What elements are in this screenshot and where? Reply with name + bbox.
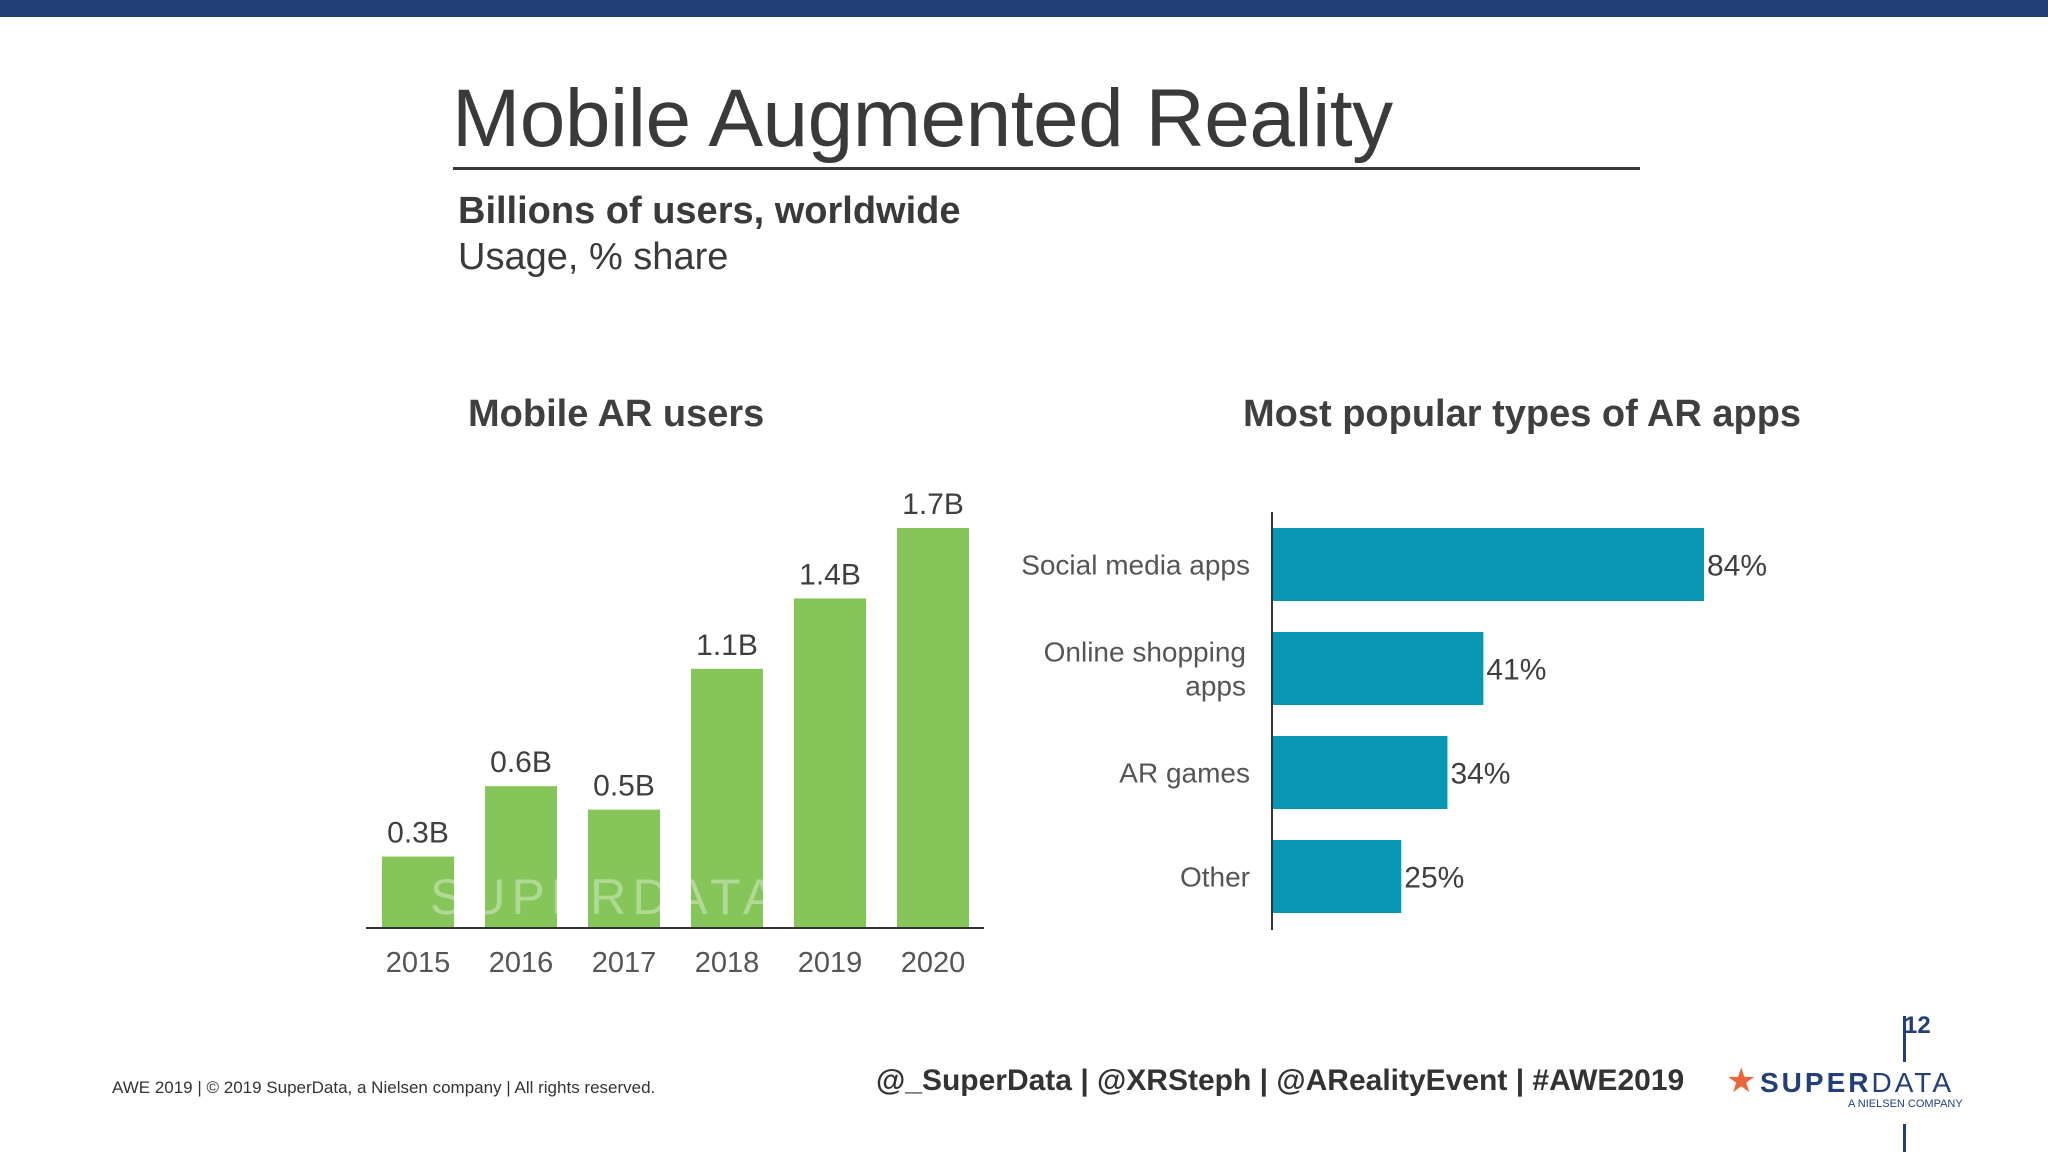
users-bar — [897, 528, 969, 927]
users-bar — [382, 856, 454, 927]
users-bar — [588, 809, 660, 927]
apps-bar — [1273, 840, 1402, 913]
users-bar-value-label: 0.3B — [387, 817, 449, 850]
users-bar — [691, 668, 763, 927]
copyright-text: AWE 2019 | © 2019 SuperData, a Nielsen c… — [112, 1078, 656, 1097]
apps-category-label: Online shopping apps — [1044, 637, 1246, 702]
apps-bar — [1273, 736, 1448, 809]
header-bar — [0, 0, 2048, 17]
users-bar-value-label: 0.6B — [490, 746, 552, 779]
apps-chart-title: Most popular types of AR apps — [1243, 393, 1802, 435]
apps-bar-value-label: 41% — [1486, 654, 1546, 687]
users-x-tick-label: 2018 — [695, 947, 760, 979]
apps-bar-value-label: 25% — [1404, 862, 1464, 895]
users-bar-value-label: 1.7B — [902, 488, 964, 521]
apps-bar-value-label: 84% — [1707, 550, 1767, 583]
apps-bar — [1273, 632, 1484, 705]
users-chart-title: Mobile AR users — [468, 393, 765, 435]
users-bar-value-label: 1.4B — [799, 558, 861, 591]
logo-wordmark-bold: SUPER — [1760, 1067, 1872, 1098]
subtitle: Billions of users, worldwide — [458, 190, 961, 232]
title-rule — [453, 167, 1640, 170]
apps-category-label: Social media apps — [1021, 550, 1250, 581]
apps-category-label: Other — [1180, 862, 1250, 893]
apps-category-label: AR games — [1119, 758, 1250, 789]
page-number-bar — [1903, 1016, 1906, 1062]
users-bar — [794, 598, 866, 927]
page-title: Mobile Augmented Reality — [452, 73, 1393, 164]
logo-subtitle: A NIELSEN COMPANY — [1848, 1098, 1963, 1110]
subtitle-secondary: Usage, % share — [458, 236, 729, 278]
users-bar-value-label: 0.5B — [593, 770, 655, 803]
page-number-bar-lower — [1903, 1124, 1906, 1152]
apps-bar — [1273, 528, 1704, 601]
users-bar-value-label: 1.1B — [696, 629, 758, 662]
users-x-tick-label: 2016 — [489, 947, 554, 979]
star-icon: ★ — [1726, 1062, 1757, 1100]
users-x-tick-label: 2015 — [386, 947, 451, 979]
logo-wordmark-light: DATA — [1871, 1067, 1954, 1098]
logo-wordmark: SUPERDATA — [1760, 1067, 1954, 1099]
users-x-tick-label: 2019 — [798, 947, 863, 979]
users-x-tick-label: 2020 — [901, 947, 966, 979]
users-x-tick-label: 2017 — [592, 947, 657, 979]
watermark: SUPERDATA — [430, 869, 783, 925]
social-handles: @_SuperData | @XRSteph | @ARealityEvent … — [876, 1064, 1685, 1097]
users-bar — [485, 786, 557, 927]
apps-bar-value-label: 34% — [1450, 758, 1510, 791]
page-number: 12 — [1904, 1012, 1931, 1039]
